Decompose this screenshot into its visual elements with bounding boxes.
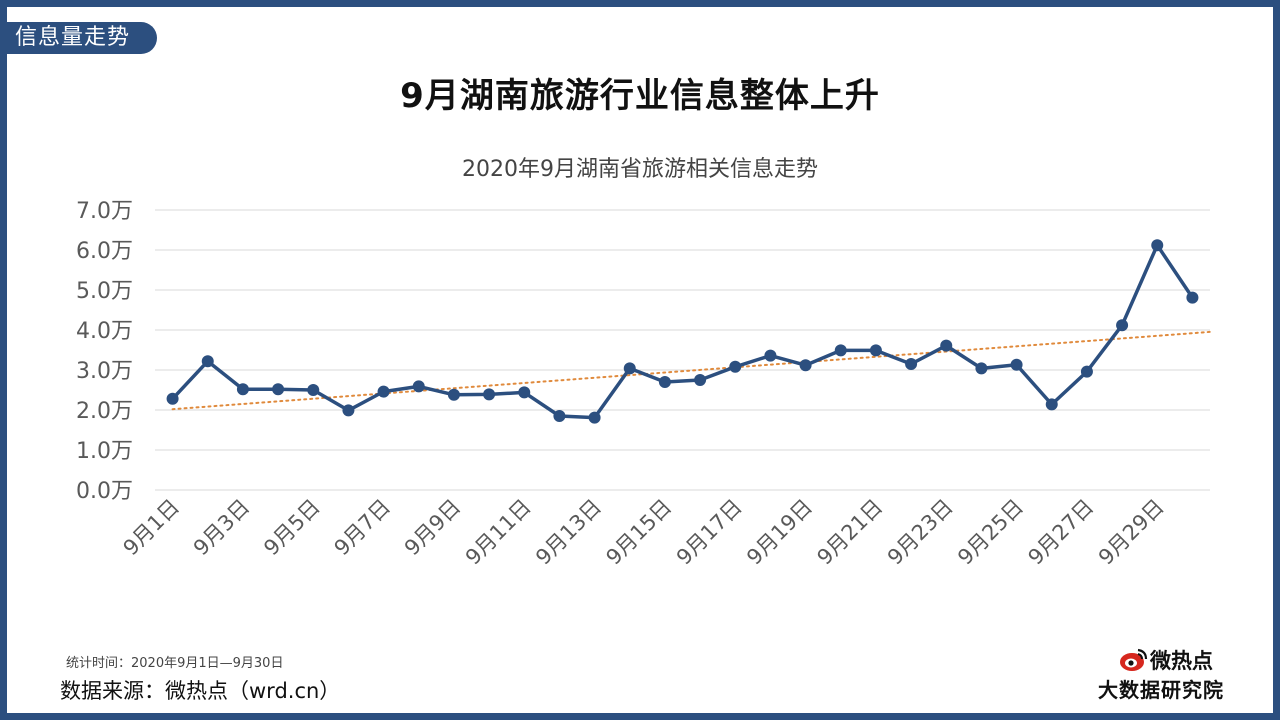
- x-tick-label: 9月7日: [330, 495, 396, 561]
- y-tick-label: 4.0万: [76, 319, 133, 344]
- y-tick-label: 2.0万: [76, 399, 133, 424]
- data-point: [658, 376, 671, 388]
- data-point: [1116, 319, 1129, 332]
- data-point: [1010, 358, 1023, 371]
- series-line: [171, 243, 1194, 420]
- y-tick-label: 3.0万: [76, 359, 133, 384]
- x-tick-label: 9月19日: [742, 495, 817, 570]
- line-chart: 2020年9月湖南省旅游相关信息走势 0.0万 1.0万 2.0万 3.0万 4.0万 5…: [76, 157, 1215, 570]
- section-tag: 信息量走势: [7, 22, 157, 54]
- y-tick-label: 7.0万: [76, 199, 133, 224]
- x-tick-label: 9月5日: [259, 495, 325, 561]
- data-source: 数据来源：微热点（wrd.cn）: [60, 679, 341, 703]
- x-tick-label: 9月27日: [1023, 495, 1098, 570]
- series-points: [166, 239, 1199, 424]
- x-tick-label: 9月25日: [953, 495, 1028, 570]
- data-point: [764, 349, 777, 362]
- chart-title: 2020年9月湖南省旅游相关信息走势: [462, 157, 818, 182]
- data-point: [236, 383, 249, 396]
- data-point: [834, 344, 847, 357]
- trend-line-layer: [171, 330, 1215, 411]
- data-point: [342, 404, 355, 417]
- x-tick-label: 9月11日: [461, 495, 536, 570]
- weibo-eye-icon: [1120, 648, 1148, 671]
- x-tick-label: 9月17日: [672, 495, 747, 570]
- y-tick-label: 1.0万: [76, 439, 133, 464]
- y-tick-label: 5.0万: [76, 279, 133, 304]
- data-point: [1045, 398, 1058, 411]
- data-point: [377, 385, 390, 398]
- data-point: [272, 383, 285, 396]
- data-point: [1151, 239, 1164, 252]
- data-point: [694, 374, 707, 386]
- data-point: [1080, 365, 1093, 378]
- data-point: [799, 359, 812, 372]
- data-point: [447, 388, 460, 401]
- data-point: [553, 410, 566, 422]
- x-tick-label: 9月15日: [601, 495, 676, 570]
- x-tick-label: 9月29日: [1094, 495, 1169, 570]
- grid-lines: [155, 209, 1210, 491]
- brand-logo: 微热点 大数据研究院: [1098, 646, 1238, 702]
- data-point: [729, 360, 742, 373]
- x-tick-label: 9月21日: [812, 495, 887, 570]
- x-tick-label: 9月3日: [189, 495, 255, 561]
- x-tick-label: 9月1日: [119, 495, 185, 561]
- y-tick-label: 6.0万: [76, 239, 133, 264]
- x-tick-label: 9月9日: [400, 495, 466, 561]
- logo-subtitle: 大数据研究院: [1098, 678, 1224, 702]
- x-tick-label: 9月13日: [531, 495, 606, 570]
- data-point: [412, 380, 425, 393]
- x-axis: 9月1日 9月3日 9月5日 9月7日 9月9日9月11日9月13日9月15日9月17日…: [119, 495, 1169, 570]
- y-axis: 0.0万 1.0万 2.0万 3.0万 4.0万 5.0万 6.0万 7.0万: [76, 199, 133, 504]
- data-point: [940, 339, 953, 352]
- trend-line: [171, 330, 1215, 411]
- data-point: [201, 355, 214, 368]
- y-tick-label: 0.0万: [76, 479, 133, 504]
- time-range-note: 统计时间：2020年9月1日—9月30日: [66, 656, 284, 671]
- data-point: [905, 358, 918, 370]
- page-title: 9月湖南旅游行业信息整体上升: [400, 76, 880, 116]
- logo-brand-text: 微热点: [1150, 649, 1213, 673]
- data-point: [166, 392, 179, 405]
- data-point: [307, 384, 320, 396]
- series-line-layer: [171, 243, 1194, 420]
- data-point: [483, 388, 496, 401]
- data-point: [588, 411, 601, 424]
- x-tick-label: 9月23日: [883, 495, 958, 570]
- data-point: [623, 362, 636, 375]
- data-point: [869, 344, 882, 357]
- data-point: [975, 362, 988, 375]
- data-point: [1186, 291, 1199, 304]
- data-point: [518, 386, 531, 399]
